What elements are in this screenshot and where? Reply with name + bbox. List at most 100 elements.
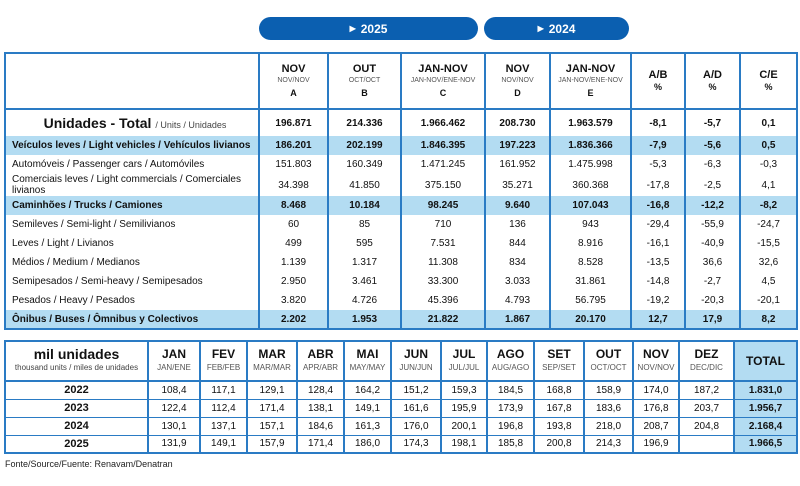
year-row: 2025 131,9 149,1 157,9 171,4 186,0 174,3 198,1 1… <box>5 435 797 454</box>
value-cell: -7,9 <box>630 136 685 155</box>
header-key: % <box>708 82 717 92</box>
value-cell: 186.201 <box>258 136 328 155</box>
year-total: 1.956,7 <box>733 399 797 418</box>
table-row: Comerciais leves / Light commercials / C… <box>5 174 797 196</box>
header-sub: JAN-NOV/ENE-NOV <box>558 77 623 84</box>
value-cell: -17,8 <box>630 174 685 196</box>
month-value: 167,8 <box>533 399 584 418</box>
value-cell: 12,7 <box>630 310 685 329</box>
month-value: 158,9 <box>583 381 633 400</box>
value-cell: 11.308 <box>400 253 485 272</box>
month-sub: SEP/SET <box>542 363 576 372</box>
value-cell: 34.398 <box>258 174 328 196</box>
column-header-5: A/B% <box>630 53 685 110</box>
value-cell: 4,1 <box>739 174 797 196</box>
month-value: 112,4 <box>199 399 247 418</box>
row-label: Leves / Light / Livianos <box>12 238 114 249</box>
row-label: Unidades - Total / Units / Unidades <box>5 109 259 136</box>
month-value: 161,3 <box>343 417 391 436</box>
table-row: Automóveis / Passenger cars / Automóvile… <box>5 155 797 174</box>
month-value: 184,6 <box>296 417 344 436</box>
value-cell: -2,7 <box>684 272 740 291</box>
value-cell: 161.952 <box>484 155 550 174</box>
value-cell: -20,3 <box>684 291 740 310</box>
month-sub: JUL/JUL <box>448 363 480 372</box>
value-cell: 107.043 <box>549 196 631 215</box>
month-value: 196,8 <box>486 417 534 436</box>
value-cell: -29,4 <box>630 215 685 234</box>
header-key: B <box>361 88 368 98</box>
value-cell: 1.836.366 <box>549 136 631 155</box>
value-cell: 4,5 <box>739 272 797 291</box>
month-value: 214,3 <box>583 435 633 454</box>
header-key: % <box>764 82 773 92</box>
month-value: 174,0 <box>632 381 679 400</box>
month-header-set: SET SEP/SET <box>533 341 584 382</box>
value-cell: 1.317 <box>327 253 401 272</box>
value-cell: -19,2 <box>630 291 685 310</box>
header-main: A/B <box>648 69 668 81</box>
month-sub: APR/ABR <box>302 363 339 372</box>
year-label: 2024 <box>5 417 148 436</box>
month-value: 204,8 <box>678 417 734 436</box>
value-cell: 8.528 <box>549 253 631 272</box>
month-main: SET <box>547 347 571 361</box>
month-value: 195,9 <box>440 399 487 418</box>
value-cell: 1.966.462 <box>400 109 485 136</box>
value-cell: 151.803 <box>258 155 328 174</box>
month-value: 186,0 <box>343 435 391 454</box>
value-cell: 9.640 <box>484 196 550 215</box>
total-sublabel: / Units / Unidades <box>155 120 227 130</box>
month-value: 184,5 <box>486 381 534 400</box>
month-header-fev: FEV FEB/FEB <box>199 341 247 382</box>
header-main: A/D <box>703 69 722 81</box>
month-main: OUT <box>595 347 622 361</box>
month-value: 200,1 <box>440 417 487 436</box>
month-main: DEZ <box>694 347 719 361</box>
month-value: 149,1 <box>199 435 247 454</box>
month-main: ABR <box>307 347 334 361</box>
column-header-0: NOV NOV/NOV A <box>258 53 328 110</box>
value-cell: 33.300 <box>400 272 485 291</box>
row-label: Pesados / Heavy / Pesados <box>12 295 135 306</box>
month-value: 138,1 <box>296 399 344 418</box>
value-cell: 360.368 <box>549 174 631 196</box>
month-header-mai: MAI MAY/MAY <box>343 341 391 382</box>
month-value: 157,9 <box>246 435 297 454</box>
month-sub: JAN/ENE <box>157 363 191 372</box>
month-value: 168,8 <box>533 381 584 400</box>
table-row: Caminhões / Trucks / Camiones 8.468 10.184… <box>5 196 797 215</box>
value-cell: 1.139 <box>258 253 328 272</box>
header-key: E <box>587 88 594 98</box>
month-value: 171,4 <box>296 435 344 454</box>
value-cell: 21.822 <box>400 310 485 329</box>
value-cell: 1.963.579 <box>549 109 631 136</box>
month-value: 176,8 <box>632 399 679 418</box>
header-row: NOV NOV/NOV A OUT OCT/OCT B JAN-NOV JAN-NOV/ENE… <box>5 53 797 110</box>
year-total: 1.831,0 <box>733 381 797 400</box>
month-value: 198,1 <box>440 435 487 454</box>
year-row: 2024 130,1 137,1 157,1 184,6 161,3 176,0 200,1 1… <box>5 417 797 436</box>
value-cell: -8,2 <box>739 196 797 215</box>
month-value: 157,1 <box>246 417 297 436</box>
value-cell: 202.199 <box>327 136 401 155</box>
month-main: MAI <box>356 347 379 361</box>
value-cell: 1.846.395 <box>400 136 485 155</box>
month-value: 193,8 <box>533 417 584 436</box>
column-header-2: JAN-NOV JAN-NOV/ENE-NOV C <box>400 53 485 110</box>
year-total: 2.168,4 <box>733 417 797 436</box>
column-header-7: C/E% <box>739 53 797 110</box>
month-main: FEV <box>211 347 236 361</box>
table-row: Semipesados / Semi-heavy / Semipesados 2.… <box>5 272 797 291</box>
total-label: Unidades - Total <box>43 115 152 131</box>
value-cell: -2,5 <box>684 174 740 196</box>
month-sub: OCT/OCT <box>590 363 627 372</box>
value-cell: 41.850 <box>327 174 401 196</box>
column-header-4: JAN-NOV JAN-NOV/ENE-NOV E <box>549 53 631 110</box>
value-cell: 844 <box>484 234 550 253</box>
month-value: 128,4 <box>296 381 344 400</box>
month-sub: DEC/DIC <box>690 363 723 372</box>
row-label: Comerciais leves / Light commercials / C… <box>12 174 241 196</box>
table-row: Veículos leves / Light vehicles / Vehícu… <box>5 136 797 155</box>
total-row: Unidades - Total / Units / Unidades 196.8… <box>5 109 797 136</box>
